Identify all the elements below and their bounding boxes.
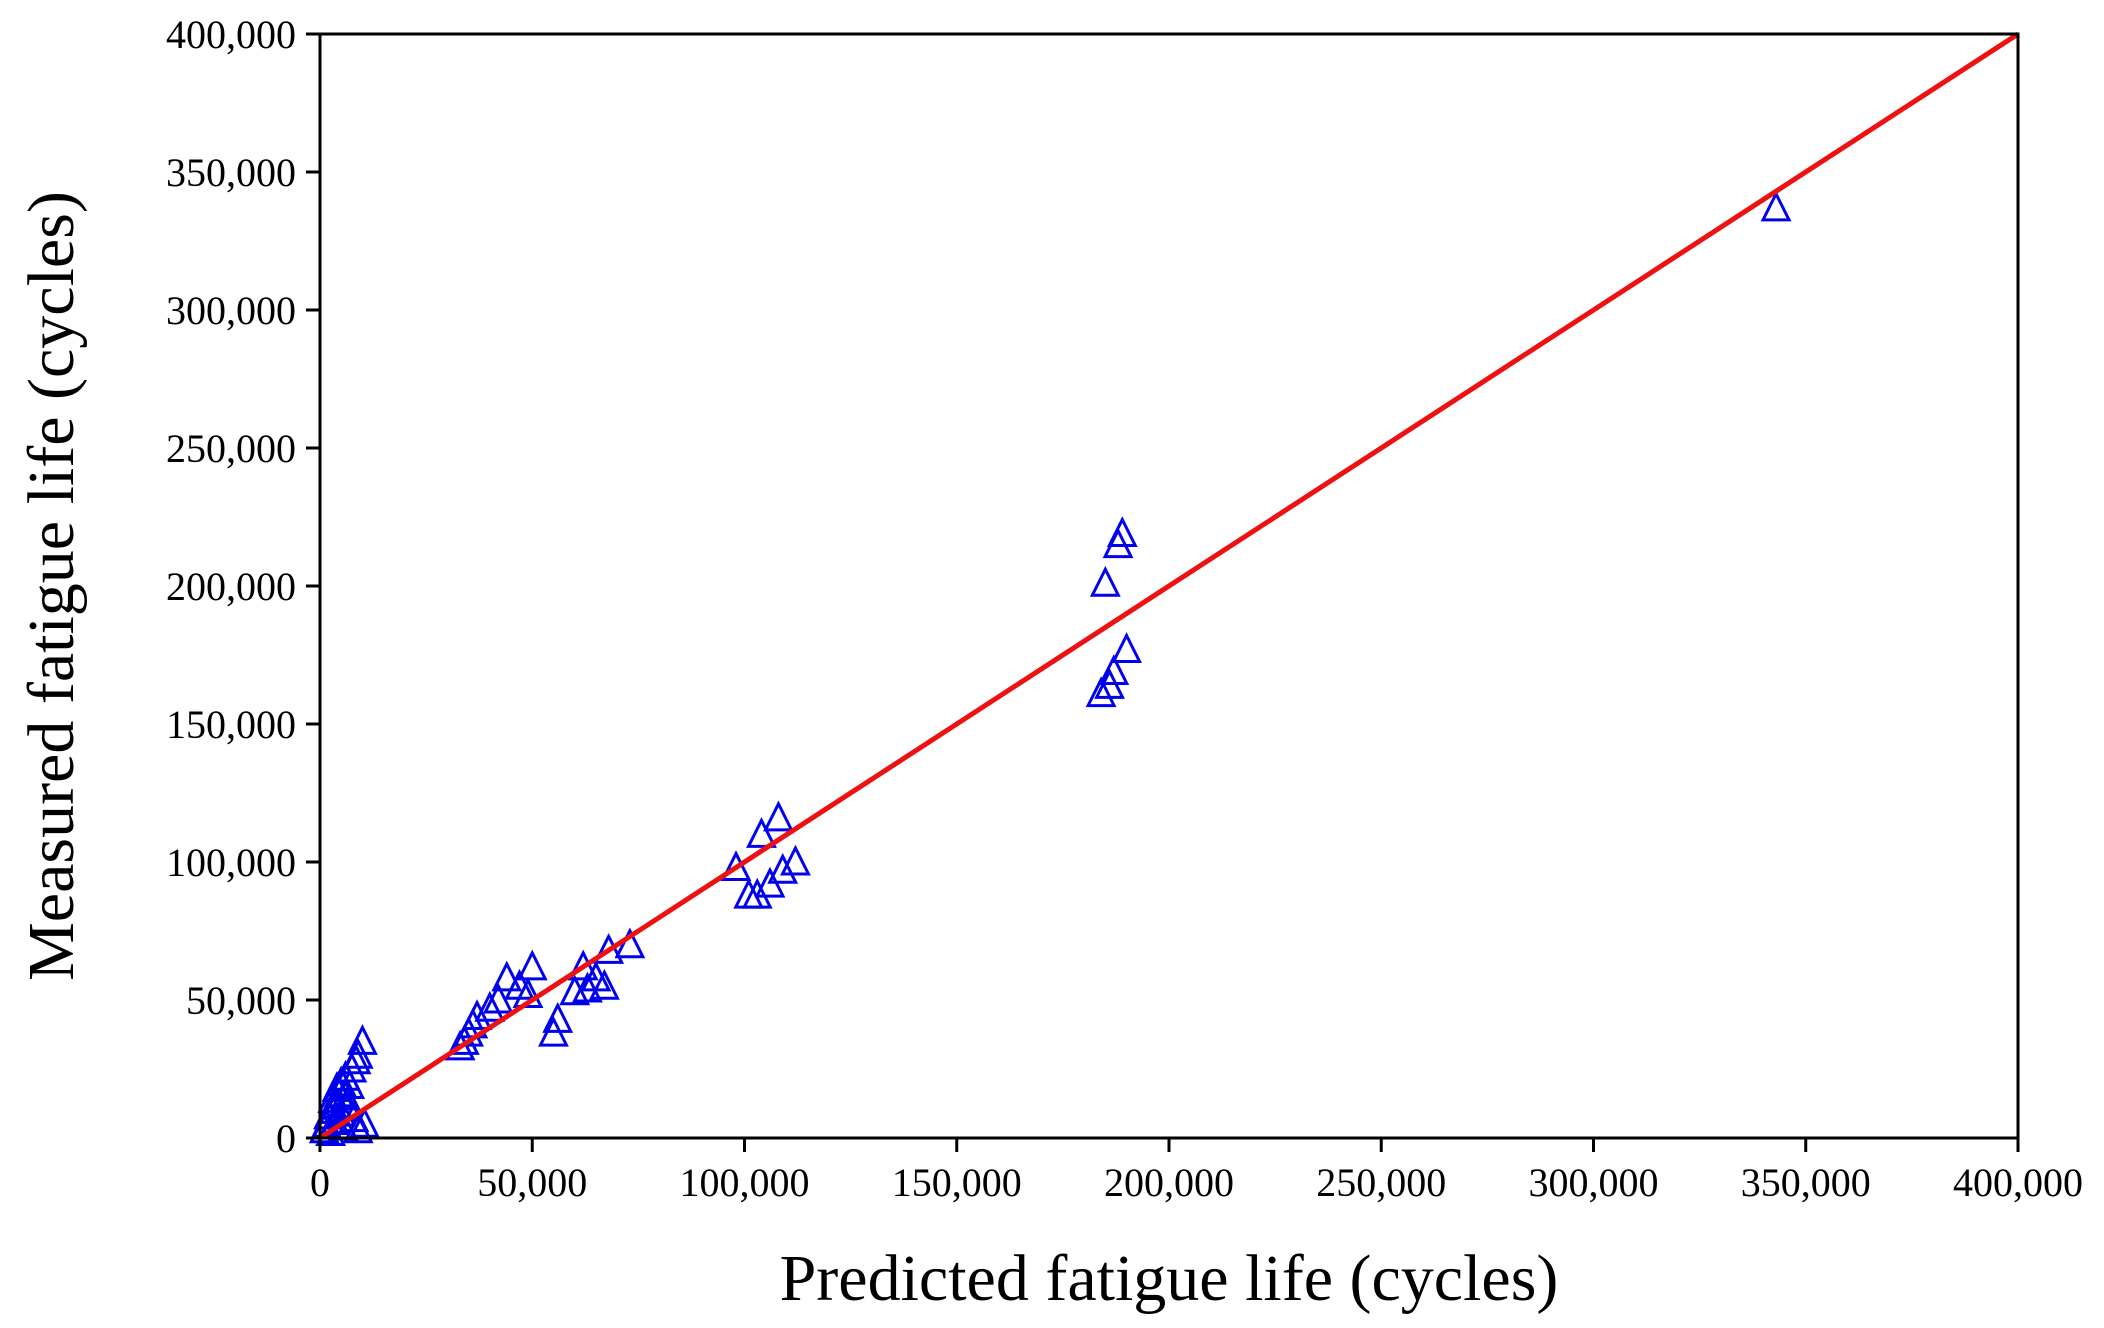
triangle-data-point: [1085, 676, 1117, 708]
x-tick-label: 300,000: [1529, 1160, 1659, 1205]
triangle-data-point: [1098, 654, 1130, 686]
triangle-data-point: [746, 817, 777, 848]
x-tick-label: 350,000: [1741, 1160, 1871, 1205]
line-of-equality: [318, 31, 2020, 1141]
triangle-data-point: [334, 1068, 366, 1100]
x-axis-title: Predicted fatigue life (cycles): [780, 1242, 1559, 1315]
triangle-data-point: [512, 977, 544, 1008]
triangle-data-point: [614, 927, 646, 959]
triangle-data-point: [567, 949, 599, 981]
triangle-data-point: [349, 1106, 380, 1138]
y-tick-label: 0: [276, 1116, 296, 1161]
y-tick-label: 400,000: [166, 12, 296, 57]
triangle-data-point: [1111, 632, 1142, 663]
x-tick-label: 0: [310, 1160, 330, 1205]
x-tick-label: 400,000: [1953, 1160, 2083, 1205]
axis-tick-labels-layer: 0 50,000 100,000 150,000 200,000 250,000 300,0…: [166, 12, 2083, 1205]
triangle-data-point: [542, 1001, 574, 1033]
triangle-data-point: [491, 960, 523, 992]
triangle-data-point: [593, 932, 625, 964]
triangle-data-point: [720, 850, 752, 882]
triangle-data-point: [1089, 565, 1121, 597]
triangle-data-point: [763, 800, 794, 832]
triangle-data-point: [572, 971, 603, 1003]
triangle-data-point: [342, 1112, 374, 1144]
x-tick-label: 250,000: [1316, 1160, 1446, 1205]
axis-ticks-layer: [306, 32, 2020, 1152]
triangle-data-point: [461, 999, 493, 1031]
y-tick-label: 200,000: [166, 564, 296, 609]
equality-line-layer: [318, 31, 2020, 1141]
x-tick-label: 200,000: [1104, 1160, 1234, 1205]
x-tick-label: 150,000: [892, 1160, 1022, 1205]
y-tick-label: 100,000: [166, 840, 296, 885]
x-tick-label: 100,000: [680, 1160, 810, 1205]
triangle-data-point: [347, 1024, 378, 1055]
y-tick-label: 50,000: [186, 978, 296, 1023]
triangle-data-point: [741, 877, 773, 909]
y-tick-label: 350,000: [166, 150, 296, 195]
triangle-data-point: [588, 968, 620, 1000]
y-tick-label: 150,000: [166, 702, 296, 747]
triangle-data-point: [516, 949, 548, 981]
y-tick-label: 250,000: [166, 426, 296, 471]
x-tick-label: 50,000: [477, 1160, 587, 1205]
triangle-data-point: [1106, 516, 1138, 548]
y-axis-title: Measured fatigue life (cycles): [15, 191, 88, 981]
triangle-data-point: [474, 990, 506, 1022]
y-tick-label: 300,000: [166, 288, 296, 333]
triangle-data-point: [1760, 190, 1792, 222]
triangle-data-point: [767, 852, 799, 884]
triangle-data-point: [780, 844, 811, 876]
